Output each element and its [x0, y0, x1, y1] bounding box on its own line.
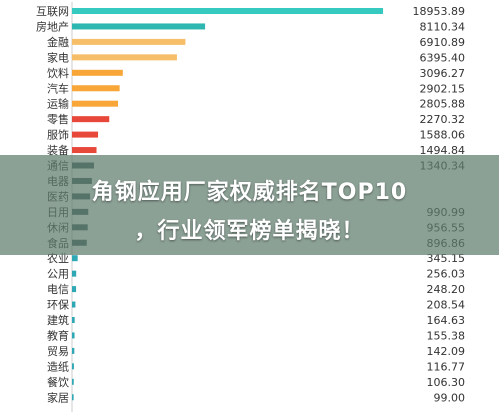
category-label: 装备 [47, 143, 69, 157]
value-label: 1494.84 [420, 144, 466, 157]
value-label: 164.63 [427, 314, 466, 327]
category-labels-group: 互联网房地产金融家电饮料汽车运输零售服饰装备通信电器医药日用休闲食品农业公用电信… [36, 5, 69, 404]
banner-title-line-2: ，行业领军榜单揭晓！ [134, 219, 365, 244]
value-label: 2902.15 [420, 82, 466, 95]
value-label: 248.20 [427, 283, 466, 296]
bar-2 [72, 38, 186, 45]
category-label: 零售 [47, 112, 69, 126]
bar-7 [72, 116, 110, 123]
value-label: 2805.88 [420, 98, 466, 111]
bar-18 [72, 286, 77, 293]
category-label: 教育 [47, 328, 69, 342]
category-label: 贸易 [47, 345, 69, 358]
category-label: 电信 [47, 283, 69, 296]
bar-8 [72, 131, 99, 138]
value-label: 6395.40 [420, 51, 466, 64]
value-label: 3096.27 [420, 67, 466, 80]
value-label: 142.09 [427, 345, 466, 358]
bar-1 [72, 23, 206, 30]
bar-5 [72, 85, 120, 92]
value-label: 2270.32 [420, 113, 466, 126]
category-label: 互联网 [36, 5, 69, 18]
category-label: 金融 [47, 35, 69, 49]
category-label: 汽车 [47, 81, 69, 95]
value-label: 1588.06 [420, 129, 466, 142]
category-label: 家电 [47, 50, 69, 64]
bar-25 [72, 394, 74, 401]
bar-23 [72, 363, 74, 370]
bar-4 [72, 69, 123, 76]
bar-20 [72, 317, 75, 323]
bar-16 [72, 255, 78, 262]
value-label: 208.54 [427, 299, 466, 312]
category-label: 运输 [47, 97, 69, 111]
value-label: 116.77 [427, 360, 466, 373]
category-label: 饮料 [47, 66, 69, 80]
bar-6 [72, 100, 119, 107]
bar-21 [72, 332, 75, 339]
value-label: 8110.34 [420, 20, 466, 33]
category-label: 建筑 [47, 313, 69, 327]
bar-19 [72, 301, 76, 308]
value-label: 99.00 [434, 391, 466, 404]
category-label: 房地产 [36, 19, 69, 33]
category-label: 家居 [47, 390, 69, 404]
category-label: 造纸 [47, 359, 69, 373]
bar-0 [72, 8, 384, 14]
value-label: 345.15 [427, 252, 466, 265]
title-banner [0, 155, 499, 255]
bar-17 [72, 270, 77, 277]
value-label: 155.38 [427, 329, 466, 342]
category-label: 环保 [47, 298, 69, 312]
category-label: 服饰 [47, 128, 69, 142]
banner-title-line-1: 角钢应用厂家权威排名TOP10 [91, 180, 408, 205]
category-label: 餐饮 [47, 375, 69, 389]
bar-24 [72, 378, 74, 385]
category-label: 公用 [47, 268, 69, 281]
value-label: 18953.89 [413, 5, 466, 18]
bar-22 [72, 347, 75, 354]
bar-3 [72, 54, 177, 61]
value-label: 256.03 [427, 268, 466, 281]
value-label: 106.30 [427, 376, 466, 389]
value-label: 6910.89 [420, 36, 466, 49]
bar-9 [72, 147, 97, 154]
